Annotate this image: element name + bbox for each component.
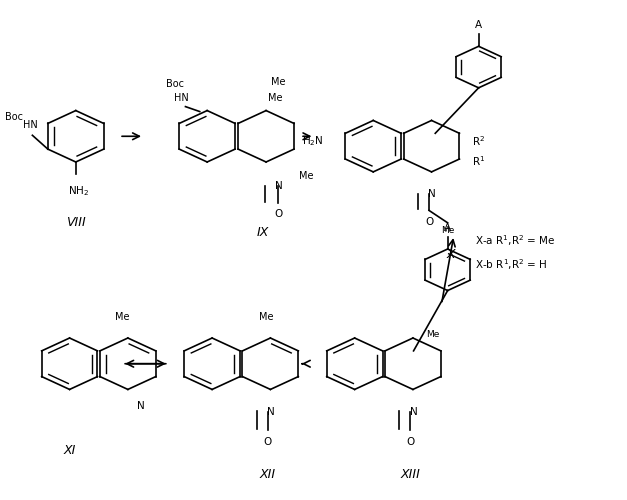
- Text: Me: Me: [115, 312, 130, 322]
- Text: Boc: Boc: [166, 80, 184, 90]
- Text: XIII: XIII: [401, 468, 420, 481]
- Text: Me: Me: [268, 93, 283, 103]
- Text: VIII: VIII: [66, 216, 86, 230]
- Text: N: N: [267, 406, 275, 416]
- Text: IX: IX: [257, 226, 269, 239]
- Text: XII: XII: [260, 468, 276, 481]
- Text: Me: Me: [260, 312, 274, 322]
- Text: H$_2$N: H$_2$N: [302, 134, 324, 148]
- Text: N: N: [275, 181, 282, 191]
- Text: Me: Me: [426, 330, 440, 338]
- Text: Me: Me: [271, 77, 286, 87]
- Text: X: X: [446, 248, 455, 262]
- Text: Me: Me: [441, 226, 455, 235]
- Text: X-b R$^1$,R$^2$ = H: X-b R$^1$,R$^2$ = H: [475, 258, 548, 272]
- Text: O: O: [425, 217, 433, 227]
- Text: O: O: [406, 437, 414, 447]
- Text: N: N: [409, 406, 418, 416]
- Text: N: N: [137, 401, 145, 411]
- Text: HN: HN: [174, 92, 189, 102]
- Text: Me: Me: [299, 171, 314, 181]
- Text: R$^1$: R$^1$: [472, 154, 486, 168]
- Text: XI: XI: [63, 444, 76, 457]
- Text: O: O: [264, 437, 272, 447]
- Text: A: A: [475, 20, 482, 30]
- Text: A: A: [444, 223, 451, 233]
- Text: R$^2$: R$^2$: [472, 134, 485, 148]
- Text: O: O: [275, 210, 283, 220]
- Text: Boc: Boc: [5, 112, 23, 122]
- Text: HN: HN: [23, 120, 38, 130]
- Text: NH$_2$: NH$_2$: [68, 184, 90, 198]
- Text: N: N: [428, 189, 436, 199]
- Text: X-a R$^1$,R$^2$ = Me: X-a R$^1$,R$^2$ = Me: [475, 232, 556, 248]
